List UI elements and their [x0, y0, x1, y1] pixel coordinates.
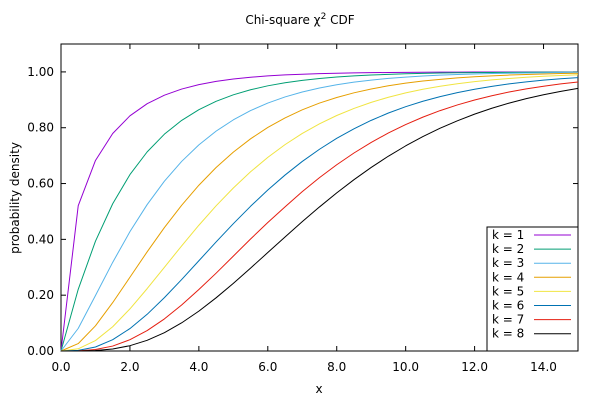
series-line-k-8 [60, 87, 579, 352]
chart-title-superscript: 2 [321, 12, 327, 22]
x-tick-label: 10.0 [392, 360, 419, 374]
legend: k = 1k = 2k = 3k = 4k = 5k = 6k = 7k = 8 [486, 226, 579, 352]
y-axis-label: probability density [8, 142, 22, 254]
y-tick-label: 1.00 [27, 65, 54, 79]
legend-label: k = 5 [492, 284, 524, 298]
plot-area-border [60, 43, 579, 352]
x-tick-label: 12.0 [461, 360, 488, 374]
y-tick-label: 0.60 [27, 177, 54, 191]
legend-label: k = 2 [492, 242, 524, 256]
series-line-k-7 [60, 81, 579, 352]
legend-label: k = 6 [492, 299, 524, 313]
series-line-k-3 [60, 71, 579, 352]
y-tick-label: 0.00 [27, 344, 54, 358]
y-tick-label: 0.20 [27, 288, 54, 302]
legend-label: k = 3 [492, 256, 524, 270]
legend-label: k = 4 [492, 270, 524, 284]
axis-ticks: 0.0 2.0 4.0 6.0 8.0 10.0 12.0 14.0 0.00 0.20 0.40 0… [27, 44, 578, 374]
x-tick-label: 0.0 [51, 360, 70, 374]
legend-label: k = 8 [492, 327, 524, 341]
x-tick-label: 2.0 [120, 360, 139, 374]
chart-title-main: Chi-square χ [245, 13, 320, 27]
legend-label: k = 1 [492, 228, 524, 242]
series-line-k-5 [60, 74, 579, 352]
series-lines [60, 71, 579, 352]
chart-title-group: Chi-square χ2 CDF [245, 12, 354, 27]
x-tick-label: 4.0 [189, 360, 208, 374]
series-line-k-4 [60, 72, 579, 352]
chart-title: Chi-square χ2 CDF [245, 12, 354, 27]
plot-frame [60, 43, 579, 352]
chart-title-suffix: CDF [326, 13, 354, 27]
legend-label: k = 7 [492, 313, 524, 327]
x-tick-label: 14.0 [530, 360, 557, 374]
series-line-k-2 [60, 71, 579, 352]
legend-box [486, 226, 579, 352]
y-tick-label: 0.80 [27, 121, 54, 135]
x-tick-label: 8.0 [327, 360, 346, 374]
series-line-k-6 [60, 77, 579, 352]
x-axis-label: x [315, 382, 322, 396]
y-tick-label: 0.40 [27, 232, 54, 246]
x-tick-label: 6.0 [258, 360, 277, 374]
